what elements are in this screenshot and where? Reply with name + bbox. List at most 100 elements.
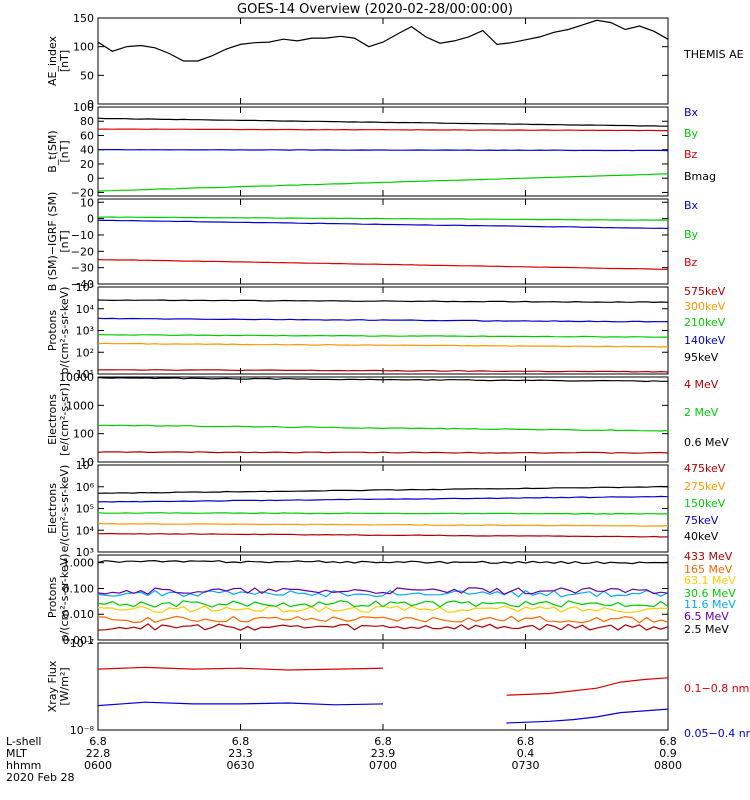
y-tick-label: 10000 xyxy=(59,371,94,384)
y-tick-label: 0 xyxy=(87,172,94,185)
legend-label: 210keV xyxy=(684,316,726,329)
y-axis-label: p/(cm²-s-sr-keV) xyxy=(58,287,71,375)
legend-label: 300keV xyxy=(684,300,726,313)
panel-protons_hi: 10¹ 10² 10³ 10⁴ 10⁵ Protons p/(cm²-s-sr-keV) 57… xyxy=(46,281,726,381)
legend-label: Bx xyxy=(684,199,699,212)
y-tick-label: 60 xyxy=(80,129,94,142)
series-line-300keV xyxy=(97,342,669,348)
legend-label: 575keV xyxy=(684,285,726,298)
y-tick-label: 10⁻⁸ xyxy=(70,724,95,737)
series-line-95keV xyxy=(97,299,669,304)
panel-frame xyxy=(97,198,669,285)
y-axis-label: Electrons xyxy=(46,394,59,445)
y-axis-label: B (SM)−IGRF (SM) xyxy=(46,192,59,292)
series-line-2-MeV xyxy=(97,424,669,432)
legend-label: By xyxy=(684,228,699,241)
x-tick-label: 0800 xyxy=(654,759,682,772)
y-axis-label: [nT] xyxy=(58,230,71,252)
panel-frame xyxy=(97,464,669,553)
y-axis-label: B_t(SM) xyxy=(46,130,59,172)
x-tick-label: 22.8 xyxy=(86,747,111,760)
y-tick-label: 1000 xyxy=(66,399,94,412)
series-line-165-MeV xyxy=(98,615,669,624)
series-line-By xyxy=(98,216,669,221)
legend-label: 11.6 MeV xyxy=(684,598,736,611)
x-row-label: 2020 Feb 28 xyxy=(6,771,74,784)
legend-label: 4 MeV xyxy=(684,378,719,391)
legend-label: Bz xyxy=(684,148,698,161)
legend-label: 475keV xyxy=(684,462,726,475)
series-line-Bz xyxy=(97,128,668,132)
y-tick-label: 1.000 xyxy=(63,557,95,570)
x-tick-label: 0630 xyxy=(227,759,255,772)
legend-label: 6.5 MeV xyxy=(684,610,729,623)
x-row-label: L-shell xyxy=(6,735,42,748)
x-tick-label: 23.9 xyxy=(371,747,396,760)
series-line-4-MeV xyxy=(97,451,669,454)
legend-label: 140keV xyxy=(684,334,726,347)
legend-label: 75keV xyxy=(684,514,719,527)
series-line-150keV xyxy=(97,512,668,515)
series-line-THEMIS-AE xyxy=(97,19,669,62)
y-axis-label: Electrons xyxy=(46,483,59,534)
y-tick-label: 10³ xyxy=(76,546,94,559)
x-row-label: hhmm xyxy=(6,759,41,772)
y-tick-label: 80 xyxy=(80,115,94,128)
y-tick-label: 10⁵ xyxy=(76,281,94,294)
legend-label: 0.05−0.4 nm xyxy=(684,727,750,740)
legend-label: 275keV xyxy=(684,480,726,493)
series-line-210keV xyxy=(97,333,668,338)
legend-label: 150keV xyxy=(684,497,726,510)
x-tick-label: 6.8 xyxy=(659,735,677,748)
x-tick-label: 0730 xyxy=(512,759,540,772)
series-line-By xyxy=(97,173,669,192)
x-tick-label: 0600 xyxy=(84,759,112,772)
x-tick-label: 0.9 xyxy=(659,747,677,760)
y-tick-label: −30 xyxy=(71,262,94,275)
legend-label: 433 MeV xyxy=(684,550,733,563)
y-tick-label: 0 xyxy=(87,213,94,226)
series-line-475keV xyxy=(97,532,669,538)
y-tick-label: 10⁷ xyxy=(76,459,94,472)
legend-label: 0.1−0.8 nm xyxy=(684,682,749,695)
panel-xray: 10⁻⁸ 10⁻⁷ Xray Flux [W/m²] 0.1−0.8 nm 0.05−0.… xyxy=(46,637,750,740)
x-tick-label: 23.3 xyxy=(228,747,253,760)
y-axis-label: p/(cm²-s-sr-keV) xyxy=(58,554,71,642)
y-tick-label: 10³ xyxy=(76,325,94,338)
legend-label: Bx xyxy=(684,106,699,119)
legend-label: 0.6 MeV xyxy=(684,436,729,449)
legend-label: By xyxy=(684,127,699,140)
series-line-2.5-MeV xyxy=(97,559,669,565)
y-axis-label: [nT] xyxy=(58,140,71,162)
series-line-30.6-MeV xyxy=(97,600,669,608)
y-tick-label: −40 xyxy=(71,278,94,291)
panel-frame xyxy=(97,554,669,641)
y-tick-label: 40 xyxy=(80,144,94,157)
y-tick-label: 0.001 xyxy=(63,634,95,647)
y-tick-label: 0.100 xyxy=(63,582,95,595)
series-line-140keV xyxy=(97,317,669,323)
panel-frame xyxy=(97,642,669,731)
y-tick-label: 10⁻⁷ xyxy=(70,637,94,650)
x-tick-label: 0.4 xyxy=(517,747,535,760)
x-tick-label: 6.8 xyxy=(517,735,535,748)
y-axis-label: [e/(cm²-s-sr)] xyxy=(58,383,71,456)
series-line-75keV xyxy=(97,495,669,503)
y-tick-label: 10⁵ xyxy=(76,503,94,516)
plot-title: GOES-14 Overview (2020-02-28/00:00:00) xyxy=(237,2,513,17)
series-line-Bz xyxy=(97,259,669,270)
legend-label: Bmag xyxy=(684,170,716,183)
y-tick-label: 100 xyxy=(73,41,94,54)
legend-label: 63.1 MeV xyxy=(684,574,736,587)
legend-label: 2 MeV xyxy=(684,406,719,419)
y-tick-label: 10² xyxy=(76,346,94,359)
y-tick-label: 10⁴ xyxy=(76,524,95,537)
y-axis-label: AE_index xyxy=(46,35,59,86)
panel-electrons_lo: 10³ 10⁴ 10⁵ 10⁶ 10⁷ Electrons e/(cm²-s-sr-keV)… xyxy=(46,459,726,559)
y-tick-label: 10¹ xyxy=(76,368,94,381)
y-tick-label: 100 xyxy=(73,101,94,114)
y-tick-label: 150 xyxy=(73,12,94,25)
series-line-40keV xyxy=(97,485,669,494)
series-line-Bmag xyxy=(97,117,668,127)
